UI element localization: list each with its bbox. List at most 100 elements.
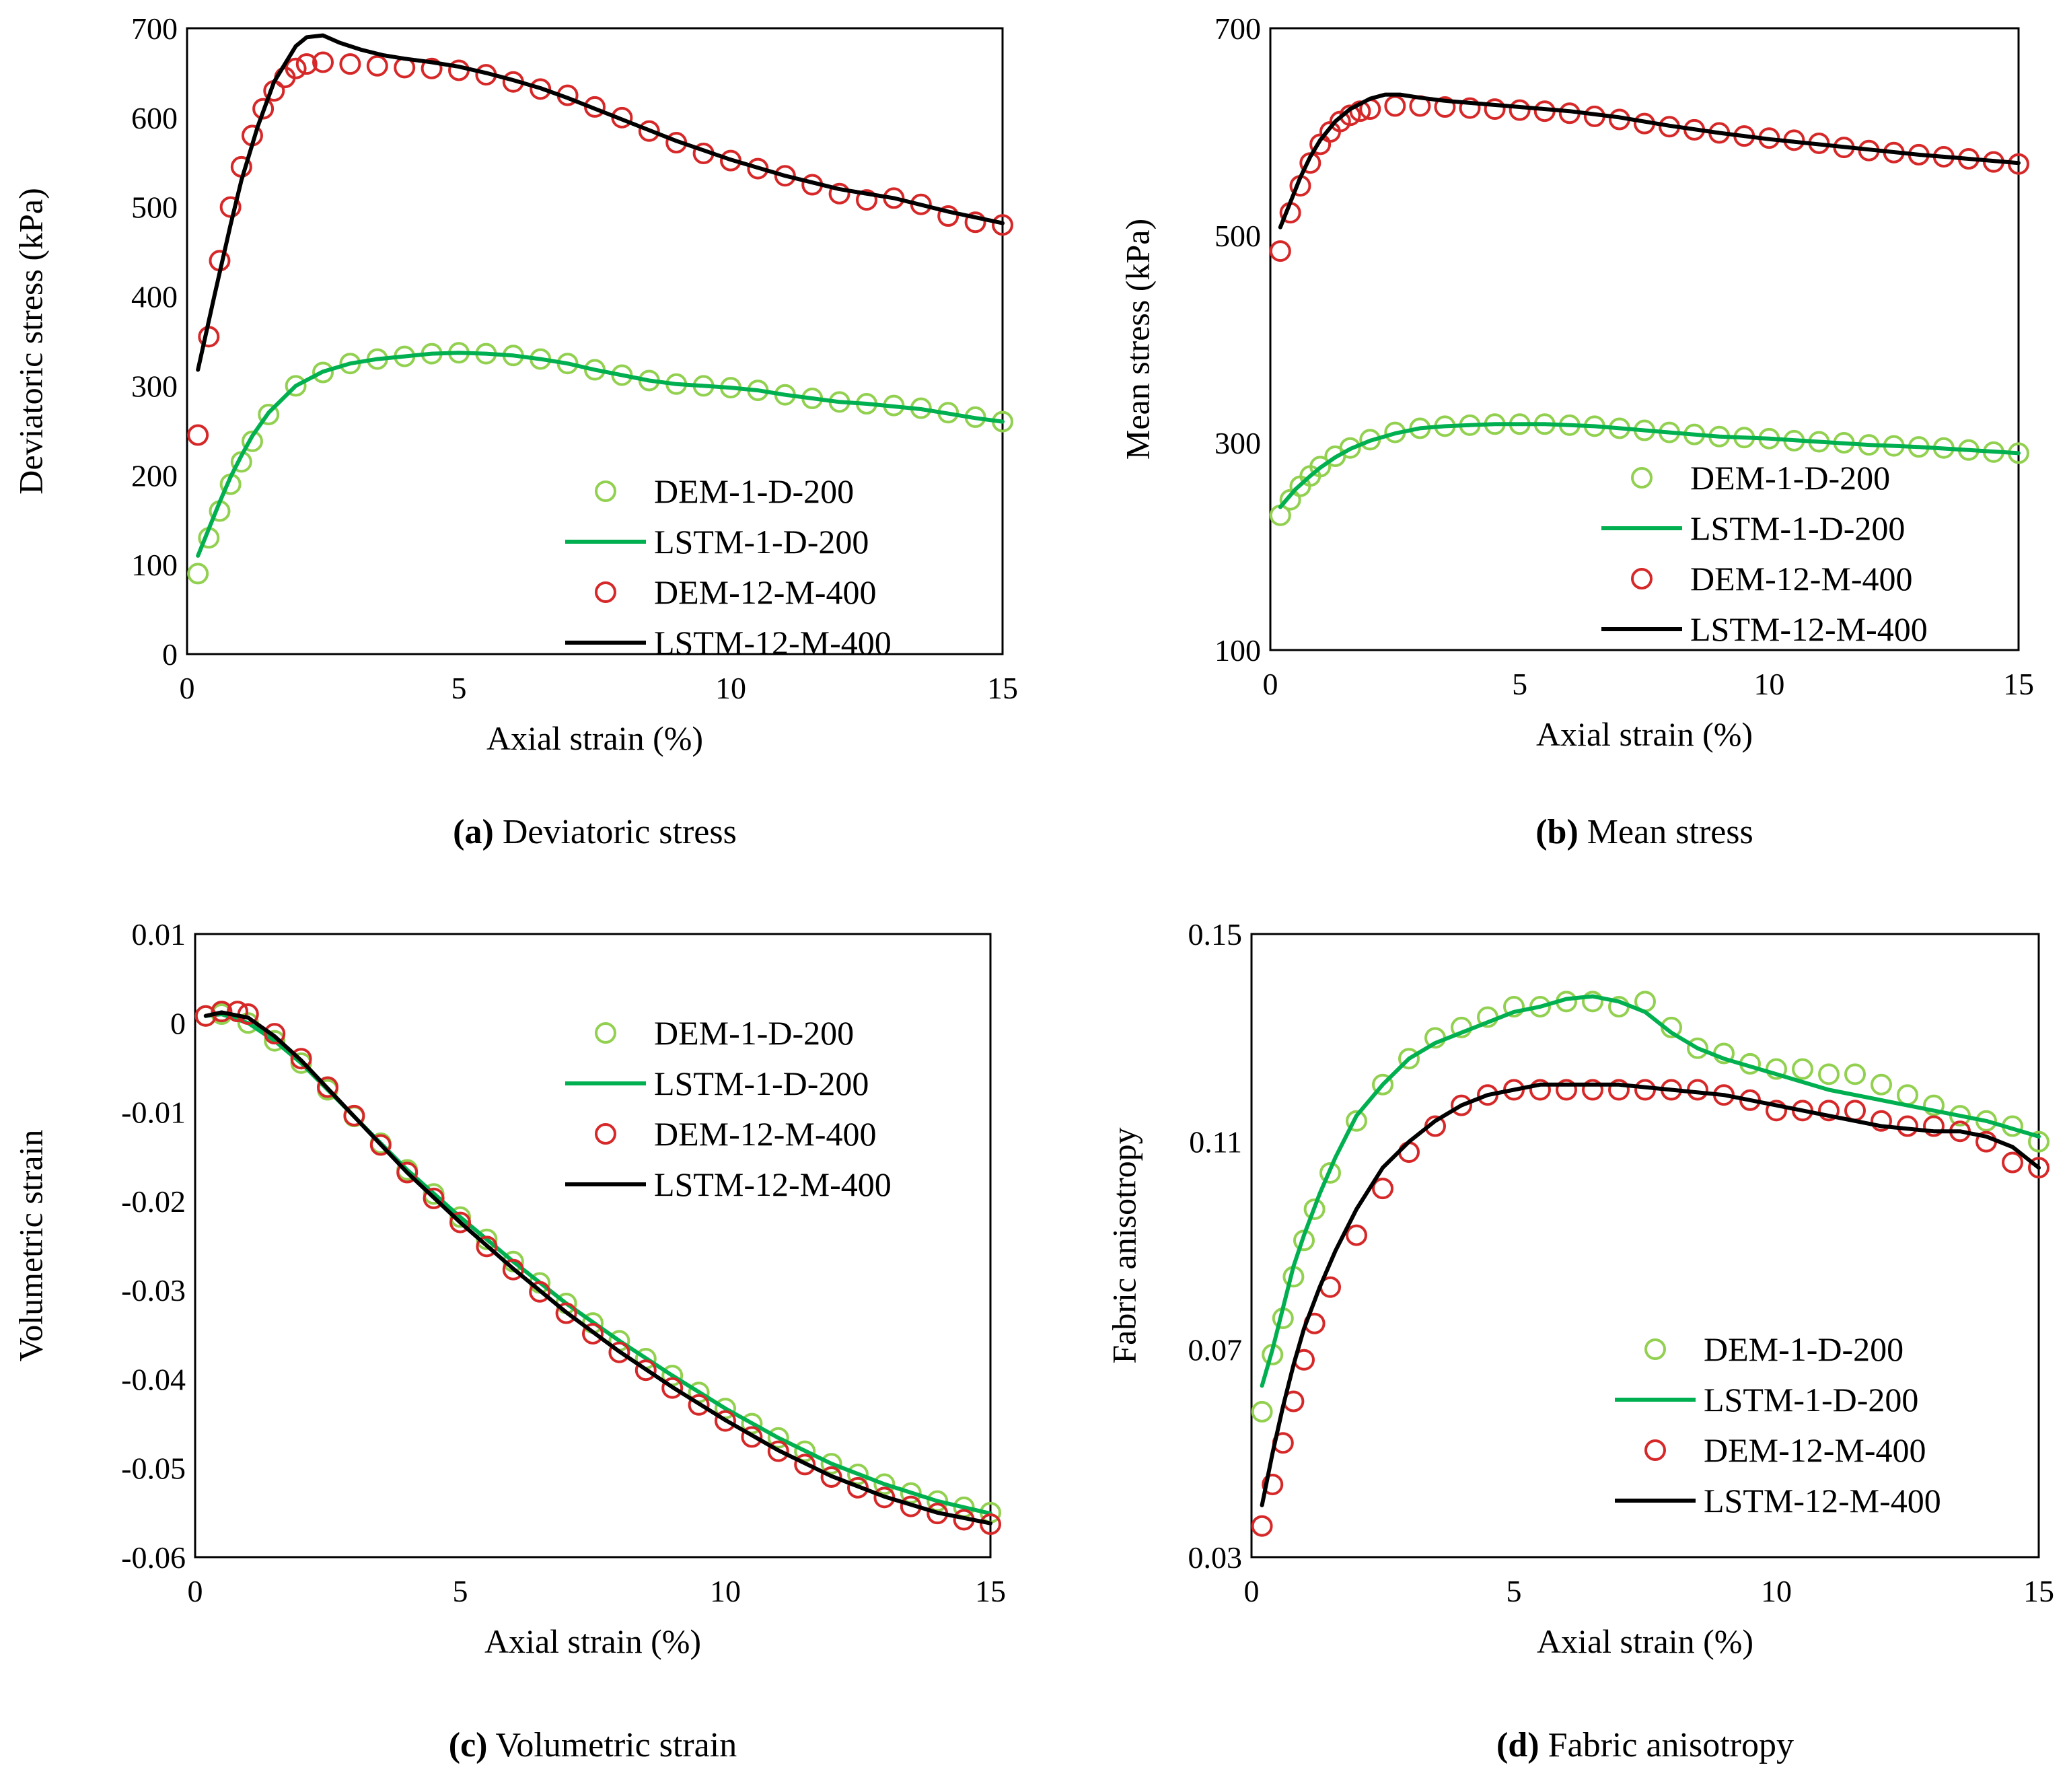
series-line: [196, 351, 1005, 558]
x-tick-label: 15: [987, 671, 1018, 705]
y-tick-label: -0.02: [121, 1184, 186, 1219]
y-tick-label: 300: [131, 369, 178, 403]
panel-caption: (b) Mean stress: [1535, 813, 1753, 851]
y-axis-label: Deviatoric stress (kPa): [12, 188, 50, 494]
data-point: [1923, 1115, 1945, 1137]
y-tick-label: 700: [131, 11, 178, 46]
data-point: [1339, 437, 1361, 459]
x-tick-label: 5: [1507, 1574, 1522, 1608]
y-tick-label: 0.01: [132, 917, 186, 952]
legend-label: LSTM-12-M-400: [654, 1166, 892, 1203]
data-point: [317, 1076, 338, 1098]
data-point: [1484, 98, 1506, 120]
data-point: [1556, 1079, 1577, 1101]
x-tick-label: 15: [975, 1574, 1006, 1608]
data-point: [661, 1377, 684, 1399]
data-point: [449, 1211, 471, 1233]
data-point: [638, 120, 660, 142]
panel-caption-text: Volumetric strain: [488, 1726, 737, 1764]
legend-label: DEM-12-M-400: [654, 1115, 877, 1153]
y-tick-label: 200: [131, 458, 178, 493]
x-tick-label: 10: [1753, 667, 1784, 701]
data-point: [1303, 1198, 1326, 1220]
data-point: [1372, 1073, 1393, 1096]
legend-swatch-marker: [595, 581, 616, 603]
plot-frame: [1269, 27, 2020, 651]
y-tick-label: -0.05: [121, 1451, 186, 1486]
data-point: [828, 182, 850, 205]
data-point: [366, 55, 388, 77]
x-tick-label: 10: [710, 1574, 741, 1608]
series-dem-12-m-400: [1251, 1079, 2050, 1537]
data-point: [1687, 1037, 1708, 1059]
data-point: [502, 1258, 524, 1281]
legend-label: LSTM-1-D-200: [654, 523, 869, 561]
legend: DEM-1-D-200 LSTM-1-D-200 DEM-12-M-400 LSTM-…: [565, 472, 892, 661]
data-point: [227, 1001, 249, 1023]
legend-swatch-marker: [595, 480, 616, 502]
data-point: [530, 78, 552, 100]
panel-caption-label: (d): [1496, 1726, 1539, 1764]
panel-caption: (c) Volumetric strain: [449, 1726, 737, 1764]
data-point: [1269, 240, 1291, 262]
data-point: [927, 1490, 949, 1512]
data-point: [873, 1473, 896, 1495]
y-tick-label: 100: [131, 548, 178, 582]
data-point: [1818, 1100, 1840, 1122]
panel-caption-label: (b): [1535, 813, 1579, 851]
y-tick-label: -0.06: [121, 1540, 186, 1575]
legend-label: DEM-12-M-400: [1704, 1431, 1926, 1469]
data-point: [794, 1454, 816, 1476]
x-tick-label: 5: [451, 671, 467, 705]
data-point: [290, 1048, 312, 1070]
x-tick-label: 0: [1244, 1574, 1260, 1608]
legend-label: LSTM-1-D-200: [654, 1065, 869, 1102]
data-point: [285, 375, 307, 397]
legend-label: LSTM-12-M-400: [654, 624, 892, 661]
y-tick-label: 0.03: [1188, 1540, 1243, 1575]
data-point: [1251, 1400, 1273, 1423]
data-point: [252, 98, 275, 120]
data-point: [211, 1001, 233, 1023]
y-tick-label: 100: [1214, 633, 1261, 668]
data-point: [1818, 1063, 1840, 1085]
data-point: [1582, 991, 1603, 1013]
data-point: [1398, 1048, 1420, 1070]
data-point: [1309, 456, 1332, 478]
data-point: [1608, 1079, 1630, 1101]
data-point: [1582, 1079, 1603, 1101]
data-point: [820, 1453, 842, 1475]
data-point: [1844, 1100, 1866, 1122]
data-point: [1503, 996, 1525, 1018]
data-point: [1844, 1063, 1866, 1085]
data-point: [1871, 1110, 1892, 1132]
legend-label: DEM-1-D-200: [654, 1014, 854, 1052]
data-point: [2002, 1151, 2023, 1174]
legend-label: DEM-1-D-200: [1704, 1330, 1903, 1368]
data-point: [339, 53, 361, 75]
series-line: [203, 1010, 992, 1526]
data-point: [634, 1359, 657, 1382]
series-lstm-1-d-200: [1278, 422, 2021, 509]
series-line: [1260, 994, 2041, 1388]
data-point: [258, 403, 280, 425]
series-lstm-12-m-400: [1260, 1082, 2041, 1507]
x-tick-label: 0: [180, 671, 195, 705]
data-point: [421, 57, 443, 79]
y-tick-label: 600: [131, 101, 178, 135]
data-point: [1251, 1515, 1273, 1537]
y-tick-label: 300: [1214, 426, 1261, 460]
legend-swatch-marker: [595, 1123, 616, 1145]
data-point: [264, 1023, 286, 1045]
legend-label: LSTM-12-M-400: [1704, 1482, 1941, 1519]
series-line: [1260, 1082, 2041, 1507]
data-point: [1459, 97, 1481, 119]
data-point: [992, 214, 1013, 236]
y-tick-label: 0: [162, 637, 178, 672]
y-tick-label: 500: [131, 190, 178, 225]
y-tick-label: 0.07: [1188, 1332, 1243, 1367]
data-point: [774, 165, 796, 187]
legend-label: DEM-12-M-400: [654, 573, 877, 611]
legend-label: LSTM-1-D-200: [1704, 1381, 1918, 1419]
legend: DEM-1-D-200 LSTM-1-D-200 DEM-12-M-400 LSTM-…: [1601, 459, 1928, 648]
